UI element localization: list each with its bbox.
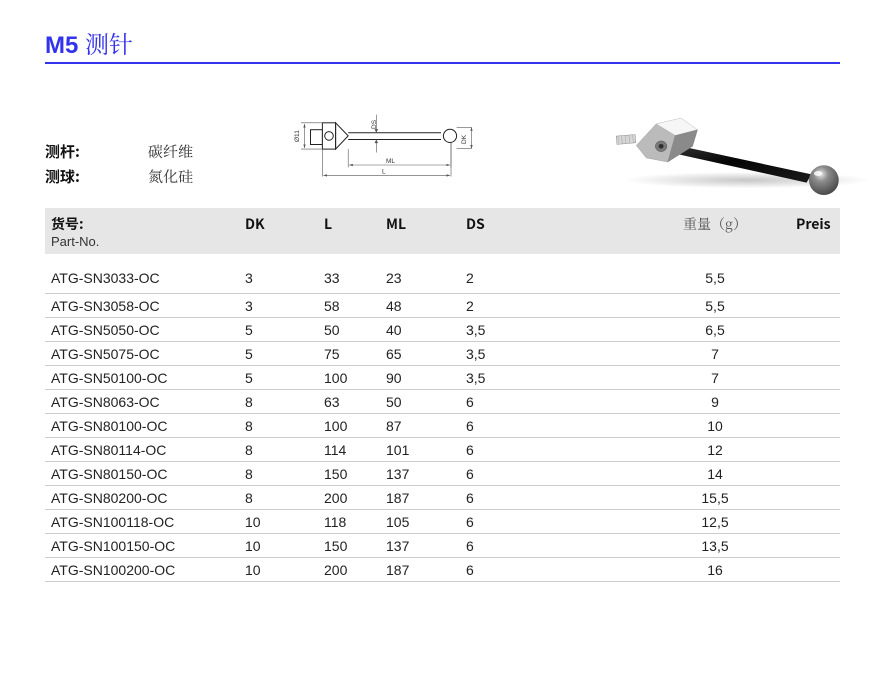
svg-text:L: L [382,169,386,176]
svg-text:DK: DK [461,134,468,144]
svg-text:ML: ML [386,158,395,165]
svg-text:Ø11: Ø11 [294,130,301,142]
svg-text:DS: DS [371,119,378,129]
